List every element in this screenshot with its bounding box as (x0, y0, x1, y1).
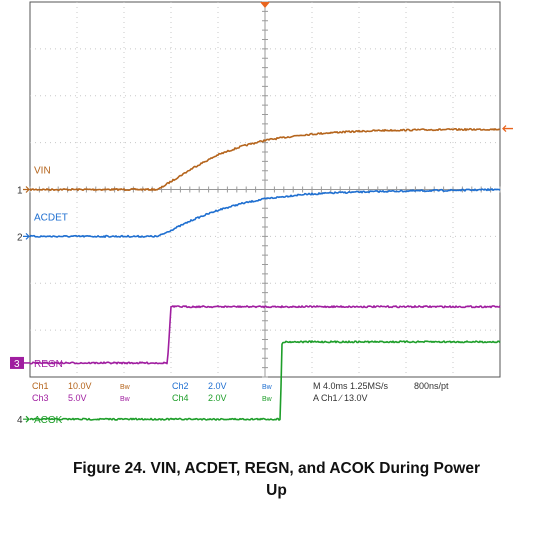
readout-ch1-label: Ch1 (32, 381, 49, 391)
channel-marker-arrow-4 (23, 415, 30, 423)
trigger-level-marker (502, 125, 513, 133)
readout-ch3-scale: 5.0V (68, 393, 87, 403)
channel-marker-label-2: 2 (17, 232, 23, 243)
trace-regn (29, 305, 501, 365)
readout-resolution: 800ns/pt (414, 381, 449, 391)
readout-ch2-bw: Bw (262, 384, 273, 391)
figure-caption: Figure 24. VIN, ACDET, REGN, and ACOK Du… (0, 458, 553, 502)
channel-marker-label-1: 1 (17, 186, 23, 197)
channel-marker-3 (10, 356, 24, 369)
caption-line-2: Up (266, 482, 287, 499)
readout-ch1-bw: Bw (120, 384, 131, 391)
caption-line-1: Figure 24. VIN, ACDET, REGN, and ACOK Du… (72, 460, 481, 477)
channel-marker-arrow-1 (23, 186, 30, 193)
trace-label-vin: VIN (34, 166, 51, 177)
channel-marker-arrow-2 (23, 232, 30, 240)
trace-label-acok: ACOK (34, 415, 63, 426)
readout-ch3-label: Ch3 (32, 393, 49, 403)
readout-ch4-label: Ch4 (172, 393, 189, 403)
readout-ch3-bw: Bw (120, 396, 131, 403)
readout-timebase: M 4.0ms 1.25MS/s (313, 381, 389, 391)
trace-acok (29, 340, 501, 421)
readout-ch2-scale: 2.0V (208, 381, 227, 391)
trigger-position-marker (260, 2, 270, 8)
readout-ch4-bw: Bw (262, 396, 273, 403)
trace-label-acdet: ACDET (34, 212, 68, 223)
trace-label-regn: REGN (34, 359, 63, 370)
channel-marker-label-3: 3 (14, 359, 20, 370)
trace-acdet (29, 188, 501, 238)
readout-ch4-scale: 2.0V (208, 393, 227, 403)
readout-ch1-scale: 10.0V (68, 381, 92, 391)
readout-ch2-label: Ch2 (172, 381, 189, 391)
readout-trigger: A Ch1 ∕ 13.0V (313, 393, 368, 403)
trace-vin (29, 127, 501, 192)
channel-marker-label-4: 4 (17, 415, 23, 426)
oscilloscope-chart: 1 VIN 2 ACDET 3 REGN 4 ACOK Ch1 10.0V Bw Ch3 5.0V Bw C… (10, 1, 513, 426)
